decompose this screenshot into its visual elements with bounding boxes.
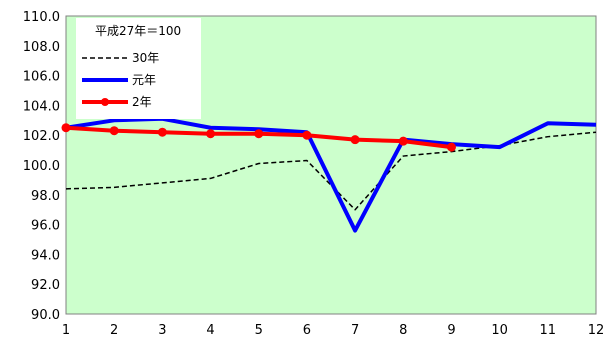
legend-label-30: 30年 — [132, 51, 159, 65]
y-tick-label: 94.0 — [31, 248, 60, 263]
chart-annotation: 平成27年＝100 — [95, 24, 181, 38]
x-tick-label: 1 — [62, 323, 70, 338]
y-tick-label: 102.0 — [23, 129, 60, 144]
x-tick-label: 3 — [158, 323, 166, 338]
x-tick-label: 8 — [399, 323, 407, 338]
data-point — [206, 129, 216, 139]
data-point — [61, 123, 71, 133]
y-tick-label: 108.0 — [23, 40, 60, 55]
x-tick-label: 10 — [491, 323, 508, 338]
x-tick-label: 5 — [255, 323, 263, 338]
y-tick-label: 104.0 — [23, 99, 60, 114]
x-tick-label: 6 — [303, 323, 311, 338]
series-line-1 — [65, 116, 597, 233]
y-tick-label: 90.0 — [31, 308, 60, 323]
legend-label-gannen: 元年 — [132, 73, 156, 87]
data-point — [157, 127, 167, 137]
y-tick-label: 96.0 — [31, 219, 60, 234]
y-axis: 90.0 92.0 94.0 96.0 98.0 100.0 102.0 104.0 106.0… — [23, 10, 60, 323]
y-tick-label: 110.0 — [23, 10, 60, 25]
legend-label-2: 2年 — [132, 95, 152, 109]
legend-marker-2 — [101, 98, 109, 106]
y-tick-label: 106.0 — [23, 70, 60, 85]
y-tick-label: 100.0 — [23, 159, 60, 174]
data-point — [350, 135, 360, 145]
x-tick-label: 11 — [540, 323, 557, 338]
data-point — [109, 126, 119, 136]
data-point — [446, 142, 456, 152]
x-axis: 1 2 3 4 5 6 7 8 9 10 11 12 — [62, 323, 604, 338]
data-point — [398, 136, 408, 146]
y-tick-label: 92.0 — [31, 278, 60, 293]
data-point — [302, 130, 312, 140]
data-point — [254, 129, 264, 139]
x-tick-label: 9 — [447, 323, 455, 338]
x-tick-label: 7 — [351, 323, 359, 338]
x-tick-label: 12 — [588, 323, 605, 338]
x-tick-label: 2 — [110, 323, 118, 338]
y-tick-label: 98.0 — [31, 189, 60, 204]
legend: 平成27年＝100 30年 元年 2年 — [76, 18, 201, 119]
series-group — [61, 116, 597, 233]
x-tick-label: 4 — [206, 323, 214, 338]
